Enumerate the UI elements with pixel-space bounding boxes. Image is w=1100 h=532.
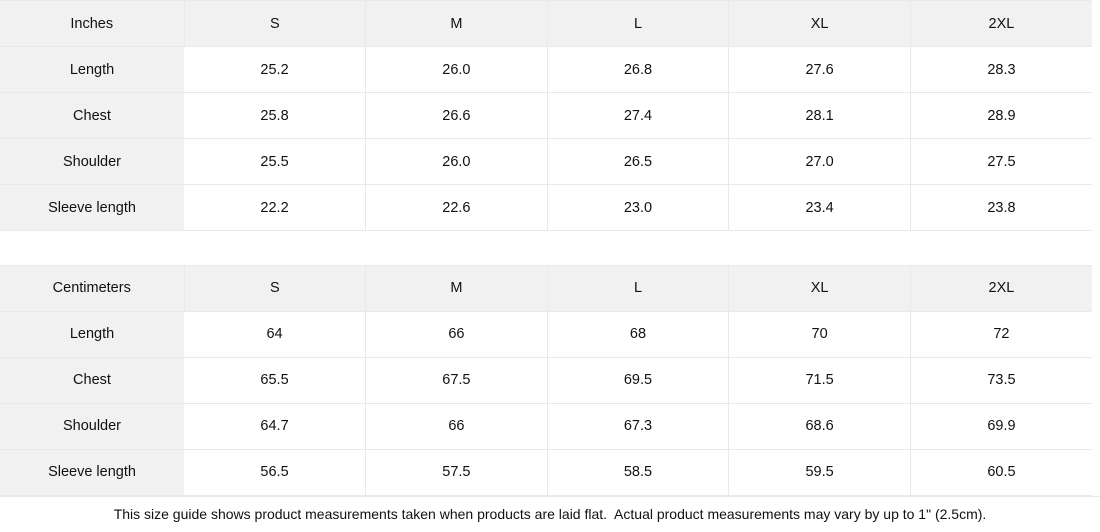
cell-sleeve-length-l: 23.0: [546, 184, 729, 231]
cell-length-m: 26.0: [365, 46, 548, 93]
cell-shoulder-xl: 27.0: [728, 138, 911, 185]
table-header-row: Inches S M L XL 2XL: [0, 0, 1092, 47]
table-row: Length 25.2 26.0 26.8 27.6 28.3: [0, 46, 1092, 93]
row-label-shoulder: Shoulder: [0, 402, 184, 450]
column-header-l: L: [546, 0, 729, 47]
cell-chest-m: 26.6: [365, 92, 548, 139]
cell-length-m: 66: [365, 310, 548, 358]
cell-chest-l: 69.5: [546, 356, 729, 404]
table-row: Sleeve length 56.5 57.5 58.5 59.5 60.5: [0, 448, 1092, 496]
row-label-sleeve-length: Sleeve length: [0, 448, 184, 496]
cell-chest-xl: 28.1: [728, 92, 911, 139]
table-row: Chest 25.8 26.6 27.4 28.1 28.9: [0, 92, 1092, 139]
table-row: Length 64 66 68 70 72: [0, 310, 1092, 358]
inches-unit-label: Inches: [0, 0, 184, 47]
table-row: Shoulder 64.7 66 67.3 68.6 69.9: [0, 402, 1092, 450]
centimeters-table-body: Length 64 66 68 70 72 Chest 65.5 67.5 69…: [0, 310, 1092, 496]
cell-length-2xl: 28.3: [909, 46, 1092, 93]
cell-length-s: 64: [184, 310, 366, 358]
cell-sleeve-length-s: 22.2: [184, 184, 366, 231]
cell-sleeve-length-2xl: 60.5: [909, 448, 1092, 496]
row-label-shoulder: Shoulder: [0, 138, 184, 185]
inches-size-table: Inches S M L XL 2XL Length 25.2 26.0 26.…: [0, 0, 1092, 231]
column-header-s: S: [183, 0, 366, 47]
cell-sleeve-length-m: 22.6: [365, 184, 548, 231]
centimeters-unit-label: Centimeters: [0, 264, 184, 312]
cell-shoulder-xl: 68.6: [728, 402, 911, 450]
cell-shoulder-s: 64.7: [184, 402, 366, 450]
cell-length-l: 68: [546, 310, 729, 358]
cell-shoulder-s: 25.5: [184, 138, 366, 185]
cell-shoulder-l: 67.3: [546, 402, 729, 450]
inches-table-body: Length 25.2 26.0 26.8 27.6 28.3 Chest 25…: [0, 46, 1092, 231]
column-header-m: M: [365, 0, 548, 47]
inches-table-header: Inches S M L XL 2XL: [0, 0, 1092, 47]
table-spacer: [0, 231, 1100, 265]
cell-chest-s: 25.8: [184, 92, 366, 139]
cell-chest-2xl: 73.5: [909, 356, 1092, 404]
measurement-disclaimer: This size guide shows product measuremen…: [113, 506, 987, 523]
cell-chest-xl: 71.5: [728, 356, 911, 404]
cell-sleeve-length-l: 58.5: [546, 448, 729, 496]
column-header-xl: XL: [728, 264, 911, 312]
table-row: Chest 65.5 67.5 69.5 71.5 73.5: [0, 356, 1092, 404]
cell-sleeve-length-xl: 23.4: [728, 184, 911, 231]
cell-shoulder-2xl: 27.5: [909, 138, 1092, 185]
size-guide-footer: This size guide shows product measuremen…: [0, 495, 1100, 532]
cell-chest-s: 65.5: [184, 356, 366, 404]
cell-chest-m: 67.5: [365, 356, 548, 404]
cell-length-2xl: 72: [909, 310, 1092, 358]
table-row: Sleeve length 22.2 22.6 23.0 23.4 23.8: [0, 184, 1092, 231]
cell-length-l: 26.8: [546, 46, 729, 93]
column-header-m: M: [365, 264, 548, 312]
cell-shoulder-m: 66: [365, 402, 548, 450]
centimeters-size-table: Centimeters S M L XL 2XL Length 64 66 68…: [0, 264, 1092, 496]
cell-shoulder-m: 26.0: [365, 138, 548, 185]
column-header-xl: XL: [728, 0, 911, 47]
cell-shoulder-l: 26.5: [546, 138, 729, 185]
row-label-length: Length: [0, 310, 184, 358]
cell-sleeve-length-m: 57.5: [365, 448, 548, 496]
cell-sleeve-length-2xl: 23.8: [909, 184, 1092, 231]
column-header-2xl: 2XL: [909, 264, 1092, 312]
cell-shoulder-2xl: 69.9: [909, 402, 1092, 450]
cell-sleeve-length-s: 56.5: [184, 448, 366, 496]
cell-length-xl: 27.6: [728, 46, 911, 93]
row-label-chest: Chest: [0, 356, 184, 404]
row-label-length: Length: [0, 46, 184, 93]
cell-sleeve-length-xl: 59.5: [728, 448, 911, 496]
table-row: Shoulder 25.5 26.0 26.5 27.0 27.5: [0, 138, 1092, 185]
row-label-chest: Chest: [0, 92, 184, 139]
centimeters-table-header: Centimeters S M L XL 2XL: [0, 264, 1092, 312]
cell-length-s: 25.2: [184, 46, 366, 93]
column-header-l: L: [546, 264, 729, 312]
row-label-sleeve-length: Sleeve length: [0, 184, 184, 231]
cell-chest-l: 27.4: [546, 92, 729, 139]
table-header-row: Centimeters S M L XL 2XL: [0, 264, 1092, 312]
column-header-s: S: [183, 264, 366, 312]
cell-chest-2xl: 28.9: [909, 92, 1092, 139]
cell-length-xl: 70: [728, 310, 911, 358]
column-header-2xl: 2XL: [909, 0, 1092, 47]
